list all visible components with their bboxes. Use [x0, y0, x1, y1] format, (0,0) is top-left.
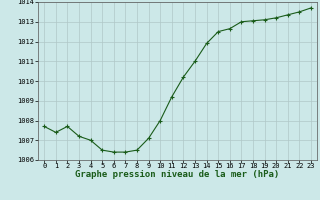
- X-axis label: Graphe pression niveau de la mer (hPa): Graphe pression niveau de la mer (hPa): [76, 170, 280, 179]
